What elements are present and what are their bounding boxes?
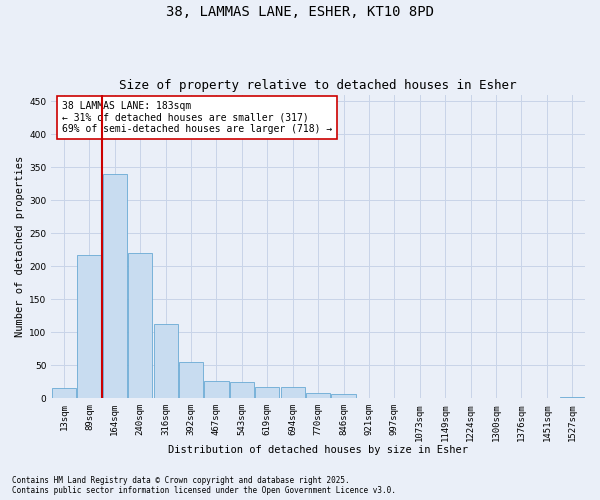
Bar [255, 387, 280, 398]
Bar [281, 387, 305, 398]
Bar [306, 393, 330, 398]
Bar [331, 394, 356, 398]
Title: Size of property relative to detached houses in Esher: Size of property relative to detached ho… [119, 79, 517, 92]
Bar [230, 382, 254, 398]
Bar [179, 362, 203, 399]
Bar [128, 253, 152, 398]
Text: Contains HM Land Registry data © Crown copyright and database right 2025.
Contai: Contains HM Land Registry data © Crown c… [12, 476, 396, 495]
Bar [77, 255, 101, 398]
Y-axis label: Number of detached properties: Number of detached properties [15, 156, 25, 337]
Bar [154, 324, 178, 398]
Text: 38 LAMMAS LANE: 183sqm
← 31% of detached houses are smaller (317)
69% of semi-de: 38 LAMMAS LANE: 183sqm ← 31% of detached… [62, 100, 332, 134]
Bar [205, 381, 229, 398]
Bar [103, 174, 127, 398]
Bar [560, 397, 584, 398]
Bar [52, 388, 76, 398]
X-axis label: Distribution of detached houses by size in Esher: Distribution of detached houses by size … [168, 445, 468, 455]
Text: 38, LAMMAS LANE, ESHER, KT10 8PD: 38, LAMMAS LANE, ESHER, KT10 8PD [166, 5, 434, 19]
